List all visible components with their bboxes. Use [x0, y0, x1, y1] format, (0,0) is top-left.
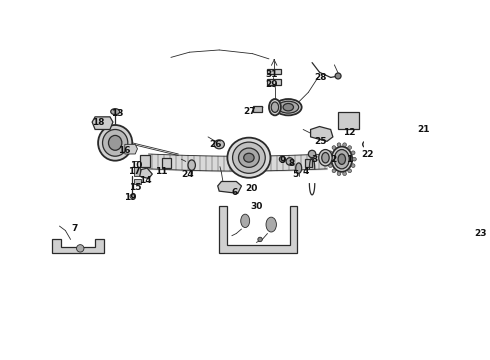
Text: 21: 21: [417, 125, 430, 134]
Text: 4: 4: [302, 167, 309, 176]
Circle shape: [130, 194, 134, 199]
Text: 11: 11: [155, 167, 168, 176]
Polygon shape: [92, 117, 113, 130]
Ellipse shape: [296, 163, 302, 173]
Text: 25: 25: [315, 137, 327, 146]
Text: 14: 14: [139, 176, 152, 185]
Text: 31: 31: [265, 70, 277, 79]
Ellipse shape: [102, 130, 128, 156]
Circle shape: [327, 157, 331, 161]
Ellipse shape: [322, 153, 329, 163]
Text: 27: 27: [244, 107, 256, 116]
Bar: [268, 68, 281, 75]
Ellipse shape: [233, 142, 265, 173]
Ellipse shape: [338, 154, 345, 165]
Circle shape: [343, 143, 346, 147]
Text: 15: 15: [129, 183, 142, 192]
Ellipse shape: [266, 217, 276, 232]
Text: 9: 9: [280, 156, 286, 165]
Ellipse shape: [188, 160, 196, 170]
Text: 24: 24: [181, 170, 194, 179]
Polygon shape: [52, 239, 104, 253]
Circle shape: [332, 169, 336, 173]
Circle shape: [337, 172, 341, 176]
Text: 3: 3: [311, 155, 318, 164]
Circle shape: [343, 172, 346, 176]
Circle shape: [335, 73, 341, 79]
Text: 12: 12: [343, 128, 355, 137]
Text: 23: 23: [474, 229, 487, 238]
Polygon shape: [405, 228, 479, 243]
Text: 1: 1: [346, 156, 352, 165]
Bar: [134, 179, 141, 184]
Circle shape: [351, 151, 355, 154]
Ellipse shape: [283, 103, 294, 111]
Bar: [268, 79, 281, 85]
Ellipse shape: [239, 148, 259, 167]
Ellipse shape: [244, 153, 254, 162]
Ellipse shape: [319, 149, 332, 166]
Ellipse shape: [331, 147, 352, 172]
Text: 20: 20: [245, 184, 257, 193]
Polygon shape: [125, 144, 138, 154]
Ellipse shape: [227, 138, 270, 178]
Text: 7: 7: [71, 224, 77, 233]
Text: 22: 22: [362, 150, 374, 159]
Ellipse shape: [98, 125, 132, 161]
Bar: [338, 112, 359, 130]
Ellipse shape: [241, 214, 250, 228]
Polygon shape: [311, 126, 333, 141]
Text: 8: 8: [289, 159, 295, 168]
Text: 2: 2: [330, 156, 336, 165]
Text: 17: 17: [128, 167, 141, 176]
Circle shape: [353, 157, 356, 161]
Circle shape: [351, 164, 355, 167]
Bar: [305, 159, 312, 167]
Polygon shape: [219, 206, 297, 253]
Circle shape: [308, 150, 316, 158]
Polygon shape: [218, 181, 242, 193]
Bar: [162, 158, 171, 168]
Text: 13: 13: [111, 109, 123, 118]
Circle shape: [258, 237, 262, 242]
Circle shape: [76, 245, 84, 252]
Ellipse shape: [278, 101, 299, 113]
Ellipse shape: [271, 102, 279, 112]
Ellipse shape: [334, 149, 349, 169]
Circle shape: [286, 158, 294, 165]
Circle shape: [337, 143, 341, 147]
Text: 5: 5: [293, 170, 299, 179]
Circle shape: [348, 169, 351, 173]
Text: 18: 18: [92, 118, 104, 127]
Text: 29: 29: [266, 80, 278, 89]
Text: 19: 19: [123, 193, 136, 202]
Ellipse shape: [363, 141, 373, 148]
Text: 10: 10: [130, 161, 142, 170]
Bar: [140, 155, 150, 167]
Ellipse shape: [269, 99, 281, 115]
Polygon shape: [407, 106, 444, 130]
Ellipse shape: [275, 99, 302, 115]
Bar: [253, 106, 262, 112]
Ellipse shape: [108, 135, 122, 150]
Circle shape: [279, 156, 285, 162]
Circle shape: [329, 164, 332, 167]
Bar: [134, 167, 140, 176]
Text: 30: 30: [250, 202, 263, 211]
Ellipse shape: [111, 109, 120, 114]
Ellipse shape: [214, 140, 224, 149]
Text: 26: 26: [209, 140, 222, 149]
Circle shape: [332, 146, 336, 149]
Text: 6: 6: [232, 188, 238, 197]
Text: 16: 16: [118, 146, 130, 155]
Polygon shape: [140, 168, 152, 179]
Circle shape: [348, 146, 351, 149]
Circle shape: [329, 151, 332, 154]
Text: 28: 28: [315, 73, 327, 82]
Bar: [479, 230, 490, 239]
